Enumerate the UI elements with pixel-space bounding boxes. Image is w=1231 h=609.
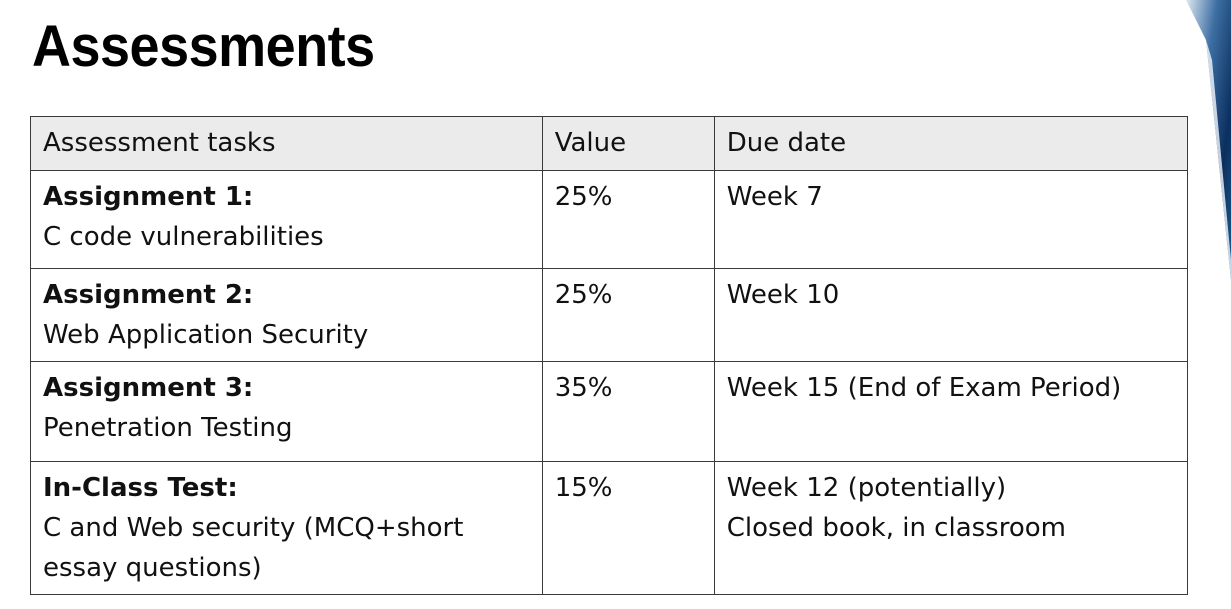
- value-cell: 25%: [541, 170, 715, 269]
- due-text: Week 15 (End of Exam Period): [726, 373, 1122, 403]
- value-cell: 15%: [541, 461, 715, 595]
- header-assessment-tasks: Assessment tasks: [30, 116, 543, 171]
- value-cell: 35%: [541, 361, 715, 462]
- value-text: 15%: [554, 473, 613, 503]
- task-cell: Assignment 1: C code vulnerabilities: [30, 170, 543, 269]
- header-value: Value: [541, 116, 715, 171]
- value-cell: 25%: [541, 268, 715, 362]
- value-text: 25%: [554, 182, 613, 212]
- task-cell: Assignment 3: Penetration Testing: [30, 361, 543, 462]
- task-description: C code vulnerabilities: [43, 222, 324, 252]
- task-cell: In-Class Test: C and Web security (MCQ+s…: [30, 461, 543, 595]
- task-description: Web Application Security: [43, 320, 369, 350]
- task-description: Penetration Testing: [43, 413, 293, 443]
- header-due-date: Due date: [713, 116, 1189, 171]
- due-cell: Week 10: [713, 268, 1189, 362]
- due-text: Week 7: [726, 182, 823, 212]
- value-text: 25%: [554, 280, 613, 310]
- task-title: Assignment 2:: [43, 280, 254, 310]
- decorative-corner-graphic: [1186, 0, 1231, 609]
- task-cell: Assignment 2: Web Application Security: [30, 268, 543, 362]
- table-row: Assignment 2: Web Application Security 2…: [30, 268, 1189, 362]
- due-text: Week 10: [726, 280, 840, 310]
- due-cell: Week 15 (End of Exam Period): [713, 361, 1189, 462]
- task-title: In-Class Test:: [43, 473, 238, 503]
- task-title: Assignment 3:: [43, 373, 254, 403]
- value-text: 35%: [554, 373, 613, 403]
- due-text: Closed book, in classroom: [726, 513, 1066, 543]
- table-row: Assignment 3: Penetration Testing 35% We…: [30, 361, 1189, 462]
- due-cell: Week 12 (potentially) Closed book, in cl…: [713, 461, 1189, 595]
- table-header-row: Assessment tasks Value Due date: [30, 116, 1189, 171]
- due-text: Week 12 (potentially): [726, 473, 1007, 503]
- due-cell: Week 7: [713, 170, 1189, 269]
- table-row: Assignment 1: C code vulnerabilities 25%…: [30, 170, 1189, 269]
- table-row: In-Class Test: C and Web security (MCQ+s…: [30, 461, 1189, 595]
- task-title: Assignment 1:: [43, 182, 254, 212]
- task-description: C and Web security (MCQ+short essay ques…: [43, 513, 464, 583]
- slide-title: Assessments: [32, 14, 375, 79]
- assessment-table: Assessment tasks Value Due date Assignme…: [30, 116, 1189, 595]
